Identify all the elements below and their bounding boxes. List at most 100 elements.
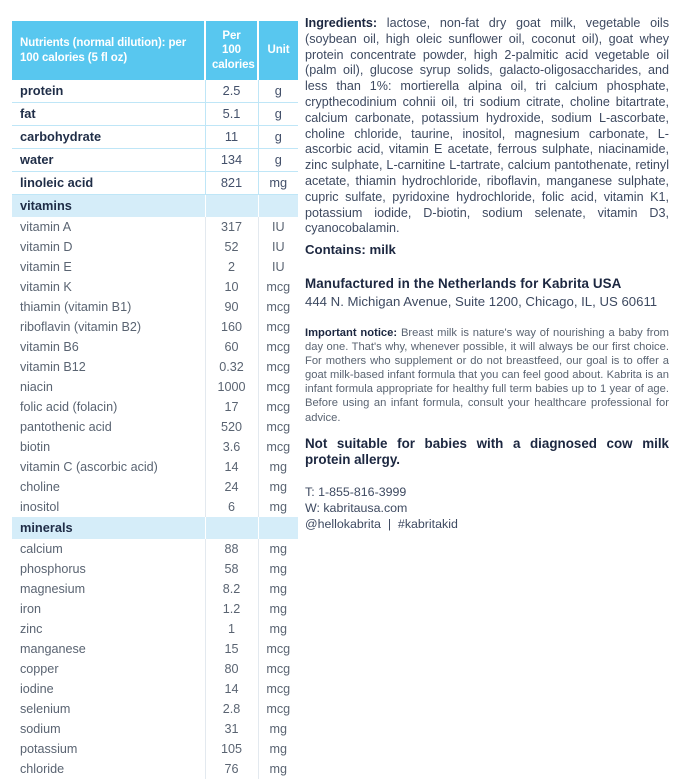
table-row: selenium 2.8 mcg bbox=[12, 699, 298, 720]
table-row: copper 80 mcg bbox=[12, 659, 298, 680]
cell-nutrient-value bbox=[204, 517, 258, 540]
table-row: thiamin (vitamin B1) 90 mcg bbox=[12, 297, 298, 318]
cell-nutrient-value: 3.6 bbox=[204, 437, 258, 458]
cell-nutrient-value: 520 bbox=[204, 417, 258, 438]
cell-nutrient-unit: mcg bbox=[257, 377, 298, 398]
table-row: linoleic acid 821 mg bbox=[12, 171, 298, 196]
table-section-row: vitamins bbox=[12, 194, 298, 218]
cell-nutrient-value: 90 bbox=[204, 297, 258, 318]
table-row: pantothenic acid 520 mcg bbox=[12, 417, 298, 438]
cell-nutrient-name: iodine bbox=[12, 679, 205, 700]
cell-nutrient-name: niacin bbox=[12, 377, 205, 398]
cell-nutrient-name: vitamin C (ascorbic acid) bbox=[12, 457, 205, 478]
cell-nutrient-value: 5.1 bbox=[204, 102, 258, 127]
cell-nutrient-unit: IU bbox=[257, 257, 298, 278]
cell-nutrient-unit: mg bbox=[257, 171, 298, 196]
cell-nutrient-value: 14 bbox=[204, 457, 258, 478]
cell-nutrient-name: fat bbox=[12, 102, 205, 127]
table-row: vitamin K 10 mcg bbox=[12, 277, 298, 298]
cell-nutrient-unit: mcg bbox=[257, 699, 298, 720]
cell-nutrient-value: 1000 bbox=[204, 377, 258, 398]
cell-nutrient-name: protein bbox=[12, 80, 205, 104]
cell-nutrient-unit: g bbox=[257, 80, 298, 104]
contact-social[interactable]: @hellokabrita | #kabritakid bbox=[305, 517, 458, 532]
cell-nutrient-name: vitamin B6 bbox=[12, 337, 205, 358]
table-row: chloride 76 mg bbox=[12, 759, 298, 779]
ingredients-paragraph: Ingredients: lactose, non-fat dry goat m… bbox=[305, 16, 669, 237]
cell-nutrient-name: linoleic acid bbox=[12, 171, 205, 196]
cell-nutrient-value: 11 bbox=[204, 125, 258, 150]
cell-nutrient-value: 10 bbox=[204, 277, 258, 298]
cell-nutrient-unit: mg bbox=[257, 477, 298, 498]
cell-nutrient-value: 52 bbox=[204, 237, 258, 258]
cell-nutrient-name: thiamin (vitamin B1) bbox=[12, 297, 205, 318]
cell-nutrient-name: pantothenic acid bbox=[12, 417, 205, 438]
contact-block: T: 1-855-816-3999 W: kabritausa.com @hel… bbox=[305, 484, 669, 533]
cell-nutrient-unit: g bbox=[257, 148, 298, 173]
table-row: vitamin B6 60 mcg bbox=[12, 337, 298, 358]
contact-phone: T: 1-855-816-3999 bbox=[305, 484, 407, 499]
cell-nutrient-unit: mcg bbox=[257, 417, 298, 438]
cell-nutrient-name: zinc bbox=[12, 619, 205, 640]
allergy-warning: Not suitable for babies with a diagnosed… bbox=[305, 435, 669, 468]
cell-nutrient-value: 24 bbox=[204, 477, 258, 498]
table-row: iodine 14 mcg bbox=[12, 679, 298, 700]
cell-nutrient-value: 76 bbox=[204, 759, 258, 779]
table-row: niacin 1000 mcg bbox=[12, 377, 298, 398]
cell-nutrient-name: manganese bbox=[12, 639, 205, 660]
nutrient-table-container: Nutrients (normal dilution): per 100 cal… bbox=[12, 21, 298, 779]
table-row: vitamin E 2 IU bbox=[12, 257, 298, 278]
table-header-row: Nutrients (normal dilution): per 100 cal… bbox=[12, 21, 298, 81]
table-row: vitamin A 317 IU bbox=[12, 217, 298, 238]
cell-nutrient-unit: mcg bbox=[257, 639, 298, 660]
nutrition-label-page: Nutrients (normal dilution): per 100 cal… bbox=[12, 16, 669, 779]
cell-nutrient-name: copper bbox=[12, 659, 205, 680]
cell-nutrient-unit: mcg bbox=[257, 437, 298, 458]
cell-nutrient-name: choline bbox=[12, 477, 205, 498]
cell-nutrient-value: 58 bbox=[204, 559, 258, 580]
column-header-per-100-calories: Per 100 calories bbox=[205, 21, 259, 81]
cell-nutrient-name: selenium bbox=[12, 699, 205, 720]
cell-nutrient-name: vitamin B12 bbox=[12, 357, 205, 378]
table-row: iron 1.2 mg bbox=[12, 599, 298, 620]
cell-nutrient-unit: mg bbox=[257, 599, 298, 620]
cell-nutrient-unit: mcg bbox=[257, 297, 298, 318]
table-row: protein 2.5 g bbox=[12, 80, 298, 104]
column-header-nutrients: Nutrients (normal dilution): per 100 cal… bbox=[12, 21, 206, 81]
cell-nutrient-unit: mcg bbox=[257, 317, 298, 338]
cell-nutrient-name: water bbox=[12, 148, 205, 173]
cell-nutrient-unit: mcg bbox=[257, 679, 298, 700]
cell-nutrient-unit bbox=[257, 517, 298, 540]
table-row: phosphorus 58 mg bbox=[12, 559, 298, 580]
cell-nutrient-value: 15 bbox=[204, 639, 258, 660]
cell-nutrient-name: folic acid (folacin) bbox=[12, 397, 205, 418]
cell-nutrient-value: 2.8 bbox=[204, 699, 258, 720]
cell-nutrient-value: 317 bbox=[204, 217, 258, 238]
manufacturer-block: Manufactured in the Netherlands for Kabr… bbox=[305, 275, 669, 311]
cell-nutrient-name: carbohydrate bbox=[12, 125, 205, 150]
cell-nutrient-unit: mcg bbox=[257, 277, 298, 298]
ingredients-label: Ingredients: bbox=[305, 16, 378, 30]
cell-nutrient-name: phosphorus bbox=[12, 559, 205, 580]
cell-nutrient-unit: g bbox=[257, 125, 298, 150]
cell-nutrient-name: sodium bbox=[12, 719, 205, 740]
cell-nutrient-name: calcium bbox=[12, 539, 205, 560]
cell-nutrient-name: riboflavin (vitamin B2) bbox=[12, 317, 205, 338]
table-header: Nutrients (normal dilution): per 100 cal… bbox=[12, 21, 298, 81]
table-row: folic acid (folacin) 17 mcg bbox=[12, 397, 298, 418]
info-column: Ingredients: lactose, non-fat dry goat m… bbox=[305, 16, 669, 533]
cell-nutrient-unit: mcg bbox=[257, 337, 298, 358]
cell-nutrient-unit: mg bbox=[257, 619, 298, 640]
cell-nutrient-unit: mcg bbox=[257, 659, 298, 680]
table-row: water 134 g bbox=[12, 148, 298, 173]
cell-nutrient-unit: mg bbox=[257, 739, 298, 760]
cell-nutrient-value: 105 bbox=[204, 739, 258, 760]
cell-nutrient-name: magnesium bbox=[12, 579, 205, 600]
cell-nutrient-unit: g bbox=[257, 102, 298, 127]
table-row: manganese 15 mcg bbox=[12, 639, 298, 660]
cell-nutrient-unit: mg bbox=[257, 539, 298, 560]
table-row: calcium 88 mg bbox=[12, 539, 298, 560]
contact-website[interactable]: W: kabritausa.com bbox=[305, 501, 408, 516]
table-row: choline 24 mg bbox=[12, 477, 298, 498]
cell-nutrient-value: 60 bbox=[204, 337, 258, 358]
